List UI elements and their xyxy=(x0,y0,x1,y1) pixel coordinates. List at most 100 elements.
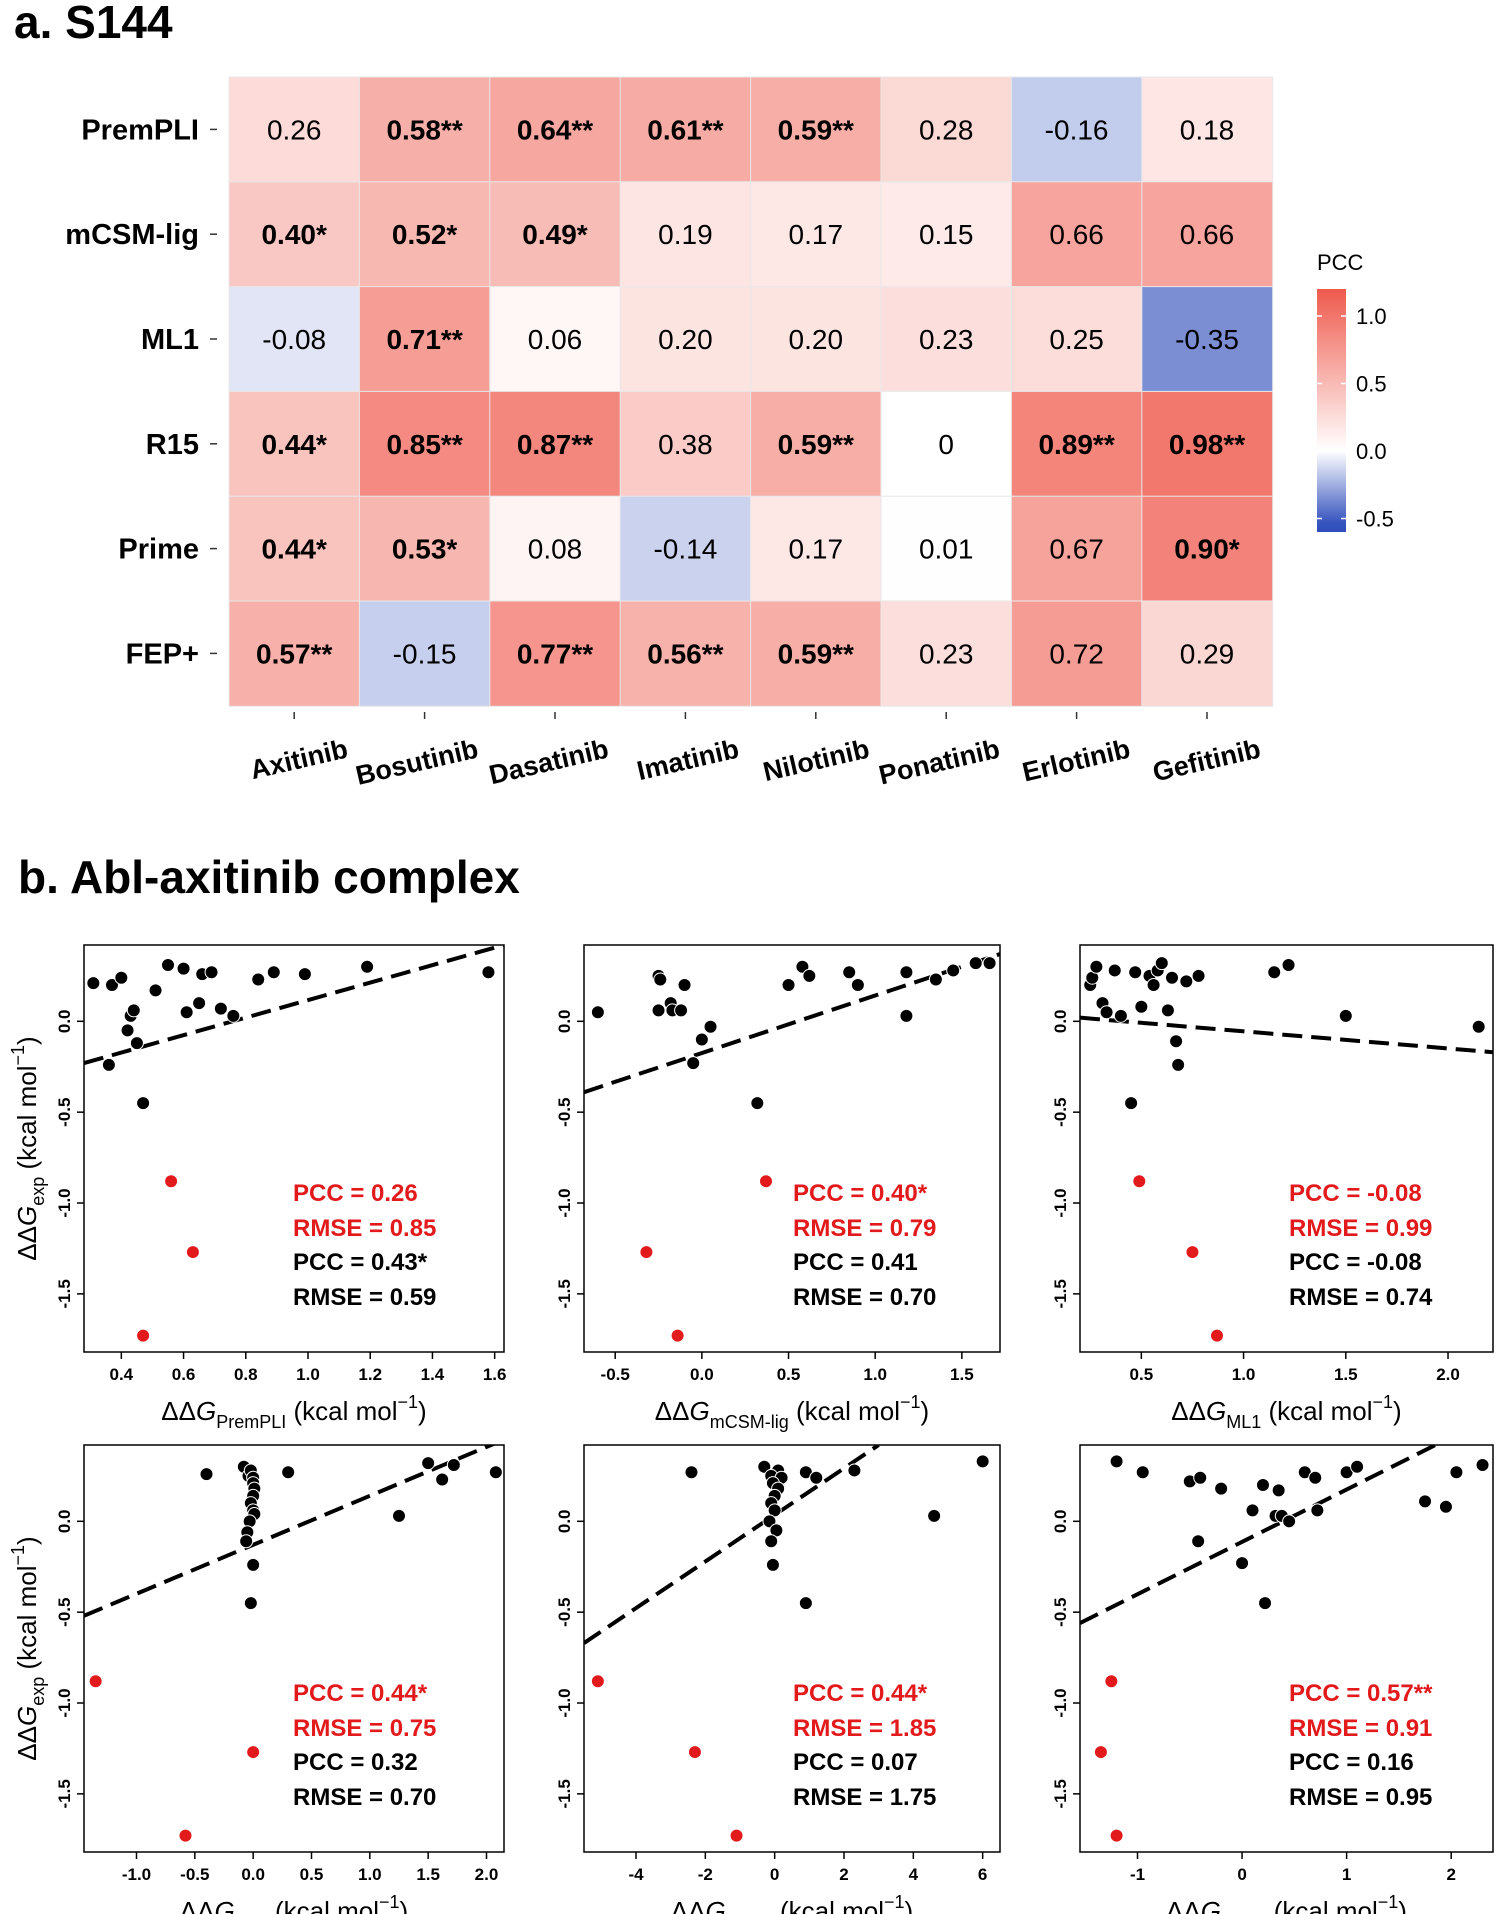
stat-label: PCC = 0.57** xyxy=(1289,1680,1433,1707)
data-point xyxy=(1146,977,1161,992)
heatmap-cell-label: 0.17 xyxy=(789,534,844,565)
x-axis-label: ΔΔGPrime (kcal mol−1) xyxy=(671,1892,913,1914)
highlight-point xyxy=(88,1674,103,1689)
heatmap-cell xyxy=(750,600,882,707)
y-axis-label: ΔΔGexp (kcal mol−1) xyxy=(8,1036,48,1260)
stat-label: RMSE = 0.74 xyxy=(1289,1284,1433,1311)
y-axis-label-subscript: exp xyxy=(28,1177,48,1206)
fit-line xyxy=(1080,1015,1493,1055)
heatmap-cell-label: 0.87** xyxy=(517,429,593,460)
heatmap-cell xyxy=(880,495,1013,603)
y-axis-label: ΔΔGexp (kcal mol−1) xyxy=(8,1536,48,1760)
data-point xyxy=(694,1032,709,1047)
stat-label: RMSE = 0.59 xyxy=(293,1284,436,1311)
data-point xyxy=(1258,1596,1273,1611)
plot-frame xyxy=(1079,1444,1494,1853)
data-point xyxy=(946,963,961,978)
x-tick-label: 0.6 xyxy=(172,1365,196,1384)
y-axis-label-close: ) xyxy=(12,1036,42,1045)
y-tick-label: -1.0 xyxy=(1051,1188,1070,1217)
heatmap-cell xyxy=(880,286,1013,393)
fit-line xyxy=(84,1445,497,1618)
y-axis-label-unit: (kcal mol xyxy=(12,1565,42,1676)
scatter-panels: b. Abl-axitinib complex 0.4 0.6 0.8 1.0 1.2 1… xyxy=(8,851,1494,1914)
x-tick-label: 2.0 xyxy=(475,1865,499,1884)
heatmap-col-label: Axitinib xyxy=(247,734,350,786)
x-tick-label: 0 xyxy=(770,1865,779,1884)
data-point xyxy=(809,1470,824,1485)
legend-tick-label: -0.5 xyxy=(1356,507,1394,532)
highlight-point xyxy=(246,1745,261,1760)
plot-frame xyxy=(83,944,505,1353)
data-point xyxy=(435,1472,450,1487)
x-axis-label-close: ) xyxy=(1398,1896,1407,1914)
highlight-point xyxy=(729,1828,744,1843)
x-axis-label-unit: (kcal mol xyxy=(1261,1396,1372,1426)
heatmap-cell-label: 0.59** xyxy=(778,114,854,145)
stat-label: RMSE = 0.91 xyxy=(1289,1715,1432,1742)
heatmap-row-label: FEP+ xyxy=(126,638,199,670)
heatmap-cell xyxy=(1010,286,1143,393)
data-point xyxy=(1099,1005,1114,1020)
data-point xyxy=(798,1596,813,1611)
data-point xyxy=(481,965,496,980)
data-point xyxy=(686,1056,701,1071)
highlight-point xyxy=(185,1245,200,1260)
data-point xyxy=(1449,1465,1464,1480)
heatmap-row-label: ML1 xyxy=(141,324,199,356)
data-point xyxy=(1282,1514,1297,1529)
data-point xyxy=(120,1023,135,1038)
data-point xyxy=(239,1534,254,1549)
x-axis-label-variable: G xyxy=(1201,1896,1221,1914)
heatmap-col-label: Bosutinib xyxy=(353,734,481,791)
x-axis-label-main: ΔΔ xyxy=(161,1396,196,1426)
heatmap-cell-label: 0.06 xyxy=(528,324,583,355)
heatmap-row-label: mCSM-lig xyxy=(65,219,199,251)
legend-colorbar xyxy=(1317,289,1346,532)
heatmap-col-label: Dasatinib xyxy=(486,734,611,791)
data-point xyxy=(1154,956,1169,971)
heatmap-cell-label: 0.01 xyxy=(919,534,974,565)
heatmap-cell-label: 0.38 xyxy=(658,429,713,460)
x-axis-label-variable: G xyxy=(690,1396,710,1426)
y-tick-label: -1.5 xyxy=(555,1279,574,1308)
y-tick-label: 0.0 xyxy=(1051,1009,1070,1033)
heatmap-row-label: PremPLI xyxy=(81,114,199,146)
data-point xyxy=(1475,1457,1490,1472)
y-tick-label: 0.0 xyxy=(1051,1509,1070,1533)
data-point xyxy=(213,1001,228,1016)
legend-tick-label: 0.5 xyxy=(1356,372,1387,397)
heatmap-cell-label: 0.19 xyxy=(658,219,713,250)
heatmap-cell xyxy=(1141,76,1274,183)
y-axis-label-exponent: −1 xyxy=(8,1545,28,1566)
highlight-point xyxy=(1185,1245,1200,1260)
x-axis-label-exponent: −1 xyxy=(1373,1392,1394,1412)
x-axis-label: ΔΔGPremPLI (kcal mol−1) xyxy=(161,1392,426,1432)
heatmap-cell xyxy=(750,390,882,498)
data-point xyxy=(148,983,163,998)
heatmap-cell xyxy=(489,495,622,603)
heatmap-cell-label: 0.20 xyxy=(658,324,713,355)
heatmap-row-label: R15 xyxy=(146,429,199,461)
data-point xyxy=(297,967,312,982)
heatmap-cell-label: -0.14 xyxy=(653,534,717,565)
plot-frame xyxy=(583,1444,1001,1853)
y-axis-label-exponent: −1 xyxy=(8,1045,28,1066)
stat-label: RMSE = 0.99 xyxy=(1289,1215,1432,1242)
data-point xyxy=(192,996,207,1011)
heatmap-cell-label: 0.53* xyxy=(392,534,457,565)
y-axis-label-variable: G xyxy=(12,1206,42,1226)
data-point xyxy=(1165,970,1180,985)
heatmap-cell xyxy=(1141,495,1274,603)
highlight-point xyxy=(1104,1674,1119,1689)
data-point xyxy=(653,972,668,987)
data-point xyxy=(136,1096,151,1111)
heatmap-cell-label: 0.18 xyxy=(1180,114,1235,145)
heatmap-cell-label: 0.98** xyxy=(1169,429,1245,460)
heatmap-col-label: Erlotinib xyxy=(1020,734,1133,788)
x-tick-label: -1 xyxy=(1130,1865,1145,1884)
y-axis-label-subscript: exp xyxy=(28,1677,48,1706)
highlight-point xyxy=(759,1174,773,1189)
data-point xyxy=(1271,1483,1286,1498)
y-tick-label: -0.5 xyxy=(1051,1098,1070,1127)
